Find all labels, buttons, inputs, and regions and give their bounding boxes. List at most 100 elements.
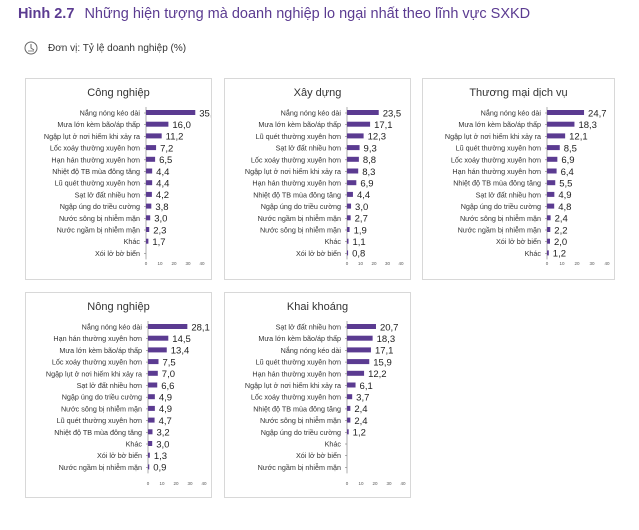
- value-label: 14,5: [172, 334, 191, 345]
- bar: [347, 191, 353, 197]
- bar: [347, 405, 351, 411]
- value-label: 3,2: [156, 428, 169, 439]
- value-label: 5,5: [559, 179, 572, 190]
- value-label: 6,1: [360, 381, 373, 392]
- category-label: Ngập úng do triều cường: [461, 202, 541, 211]
- bar: [547, 250, 549, 256]
- x-tick-label: 40: [604, 261, 610, 266]
- bar: [146, 227, 150, 232]
- bar-chart-xay-dung: Nắng nóng kéo dài 23,5 Mưa lớn kèm bão/áp …: [245, 107, 404, 266]
- value-label: 6,5: [159, 155, 172, 166]
- category-label: Ngập úng do triều cường: [261, 428, 341, 437]
- value-label: 6,4: [561, 167, 574, 178]
- category-label: Khác: [124, 237, 141, 246]
- value-label: 2,4: [354, 416, 367, 427]
- value-label: 23,5: [383, 108, 402, 119]
- value-label: 1,2: [353, 428, 366, 439]
- unit-label: Đơn vị: Tỷ lệ doanh nghiệp (%): [48, 42, 187, 54]
- x-tick-label: 30: [187, 481, 193, 486]
- bar: [148, 394, 155, 400]
- value-label: 4,9: [558, 190, 571, 201]
- value-label: 3,0: [154, 214, 167, 225]
- bar: [347, 180, 357, 186]
- category-label: Nhiệt độ TB mùa đông tăng: [52, 167, 140, 176]
- category-label: Sạt lở đất nhiều hơn: [276, 144, 341, 153]
- category-label: Lốc xoáy thường xuyên hơn: [251, 155, 341, 164]
- value-label: 12,1: [569, 132, 588, 143]
- category-label: Nước sông bị nhiễm mặn: [61, 404, 142, 413]
- value-label: 4,7: [159, 416, 172, 427]
- category-label: Hạn hán thường xuyên hơn: [452, 167, 541, 176]
- category-label: Khác: [325, 440, 342, 449]
- value-label: 7,2: [160, 143, 173, 154]
- value-label: 17,1: [375, 346, 394, 357]
- bar: [148, 382, 158, 388]
- bar: [547, 203, 555, 209]
- category-label: Sạt lở đất nhiều hơn: [75, 190, 140, 199]
- value-label: 4,4: [357, 190, 370, 201]
- category-label: Nhiệt độ TB mùa đông tăng: [54, 428, 142, 437]
- value-label: 7,5: [163, 357, 176, 368]
- bar-chart-nong-nghiep: Nắng nóng kéo dài 28,1 Hạn hán thường xuyê…: [46, 321, 210, 486]
- bar: [148, 417, 155, 423]
- panel-title: Xây dựng: [293, 87, 342, 99]
- bar: [347, 110, 379, 115]
- bar: [146, 191, 152, 197]
- category-label: Lũ quét thường xuyên hơn: [57, 416, 142, 425]
- category-label: Hạn hán thường xuyên hơn: [53, 334, 142, 343]
- value-label: 1,2: [553, 249, 566, 260]
- value-label: 6,9: [360, 179, 373, 190]
- bar: [146, 156, 156, 162]
- category-label: Ngập úng do triều cường: [60, 202, 140, 211]
- figure-title: Hình 2.7 Những hiện tượng mà doanh nghiệ…: [18, 6, 530, 22]
- bar: [547, 168, 557, 174]
- value-label: 4,9: [159, 393, 172, 404]
- bar: [146, 203, 152, 209]
- bar: [148, 441, 153, 446]
- value-label: 4,8: [558, 202, 571, 213]
- x-tick-label: 40: [400, 481, 406, 486]
- bar: [347, 370, 365, 376]
- value-label: 24,7: [588, 108, 607, 119]
- category-label: Nhiệt độ TB mùa đông tăng: [453, 179, 541, 188]
- value-label: 9,3: [364, 143, 377, 154]
- category-label: Mưa lớn kèm bão/áp thấp: [59, 346, 142, 355]
- bar: [347, 394, 353, 400]
- value-label: 1,9: [354, 225, 367, 236]
- category-label: Xói lở bờ biển: [95, 249, 140, 258]
- bar: [146, 145, 157, 151]
- value-label: 1,1: [352, 237, 365, 248]
- category-label: Hạn hán thường xuyên hơn: [252, 179, 341, 188]
- bar: [148, 324, 188, 329]
- bar: [347, 203, 352, 209]
- category-label: Nước ngầm bị nhiễm mặn: [59, 463, 142, 472]
- bar: [547, 215, 551, 221]
- value-label: 12,3: [368, 132, 387, 143]
- category-label: Lốc xoáy thường xuyên hơn: [451, 155, 541, 164]
- value-label: 13,4: [171, 346, 190, 357]
- category-label: Sạt lở đất nhiều hơn: [77, 381, 142, 390]
- x-tick-label: 20: [173, 481, 179, 486]
- value-label: 6,9: [561, 155, 574, 166]
- bar: [547, 238, 550, 244]
- panel-title: Khai khoáng: [286, 301, 349, 313]
- category-label: Lốc xoáy thường xuyên hơn: [52, 358, 142, 367]
- x-tick-label: 40: [201, 481, 207, 486]
- bar: [547, 156, 558, 162]
- x-tick-label: 10: [157, 261, 163, 266]
- bar: [547, 227, 551, 232]
- category-label: Mưa lớn kèm bão/áp thấp: [258, 334, 341, 343]
- value-label: 35,2: [199, 108, 211, 119]
- chart-panel-cong-nghiep: Công nghiệp Nắng nóng kéo dài 35,2 Mưa lớn…: [25, 78, 212, 280]
- bar: [347, 227, 350, 232]
- category-label: Khác: [525, 249, 542, 258]
- value-label: 28,1: [191, 322, 210, 333]
- x-tick-label: 10: [358, 261, 364, 266]
- chart-unit-icon: [24, 41, 38, 55]
- bar: [146, 110, 196, 115]
- panel-title: Thương mại dịch vụ: [469, 87, 568, 99]
- bar: [146, 133, 162, 139]
- value-label: 4,4: [156, 179, 169, 190]
- bar: [148, 429, 153, 435]
- x-tick-label: 20: [371, 261, 377, 266]
